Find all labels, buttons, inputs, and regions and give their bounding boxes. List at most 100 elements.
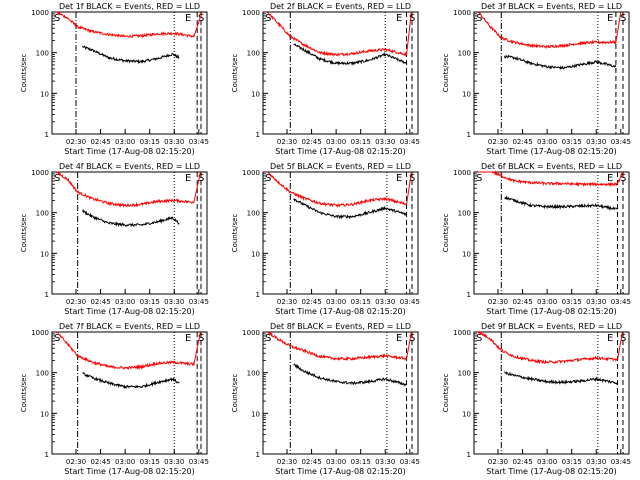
plot-frame <box>51 171 208 295</box>
x-tick-label: 02:30 <box>66 298 86 306</box>
x-tick-label: 02:30 <box>488 458 508 466</box>
y-axis-label: Counts/sec <box>20 54 28 93</box>
y-tick-label: 1000 <box>31 9 49 17</box>
lld-series-line <box>267 171 412 208</box>
corner-label-end: E <box>185 173 191 184</box>
events-series-line <box>82 208 180 228</box>
x-tick-label: 02:30 <box>277 458 297 466</box>
plot-frame <box>473 171 630 295</box>
x-tick-label: 03:45 <box>400 138 420 146</box>
events-series-line <box>82 371 180 390</box>
events-series-line <box>504 195 618 211</box>
x-tick-label: 03:30 <box>164 138 184 146</box>
x-tick-label: 03:45 <box>611 458 631 466</box>
corner-label-end: E <box>607 173 613 184</box>
x-tick-label: 02:45 <box>90 298 110 306</box>
corner-label-stop: S <box>409 173 415 184</box>
y-tick-label: 10 <box>462 90 471 98</box>
y-axis-label: Counts/sec <box>231 214 239 253</box>
y-tick-label: 10 <box>462 410 471 418</box>
x-tick-label: 03:15 <box>562 138 582 146</box>
y-tick-label: 1 <box>45 131 49 139</box>
x-tick-label: 03:30 <box>164 458 184 466</box>
x-tick-label: 02:30 <box>277 298 297 306</box>
x-tick-label: 02:45 <box>301 298 321 306</box>
y-tick-label: 1000 <box>242 169 260 177</box>
y-axis-label: Counts/sec <box>20 214 28 253</box>
y-tick-label: 1 <box>45 291 49 299</box>
y-axis-label: Counts/sec <box>442 214 450 253</box>
x-tick-label: 02:30 <box>488 298 508 306</box>
x-tick-label: 03:00 <box>537 298 557 306</box>
corner-label-stop: S <box>409 13 415 24</box>
x-tick-label: 03:15 <box>140 458 160 466</box>
x-tick-label: 02:45 <box>90 458 110 466</box>
corner-label-start: S <box>476 13 482 24</box>
x-tick-label: 03:00 <box>326 138 346 146</box>
y-tick-label: 1 <box>467 131 471 139</box>
x-tick-label: 03:15 <box>351 138 371 146</box>
x-tick-label: 03:00 <box>537 138 557 146</box>
panel-det-5f: Det 5f BLACK = Events, RED = LLD 1 10 100 10… <box>231 162 420 316</box>
y-tick-label: 1000 <box>242 9 260 17</box>
corner-label-end: E <box>396 333 402 344</box>
panel-title: Det 7f BLACK = Events, RED = LLD <box>59 322 200 331</box>
y-tick-label: 1000 <box>453 169 471 177</box>
events-series-line <box>504 371 618 386</box>
x-tick-label: 03:00 <box>537 458 557 466</box>
y-tick-label: 10 <box>462 250 471 258</box>
events-series-line <box>82 45 180 65</box>
x-axis-label: Start Time (17-Aug-08 02:15:20) <box>64 307 195 316</box>
x-tick-label: 02:30 <box>277 138 297 146</box>
lld-series-line <box>56 11 203 39</box>
x-tick-label: 03:45 <box>189 298 209 306</box>
x-tick-label: 02:45 <box>301 458 321 466</box>
y-tick-label: 10 <box>40 250 49 258</box>
corner-label-start: S <box>476 173 482 184</box>
x-tick-label: 02:30 <box>488 138 508 146</box>
x-tick-label: 03:30 <box>586 138 606 146</box>
panel-title: Det 1f BLACK = Events, RED = LLD <box>59 2 200 11</box>
y-tick-label: 10 <box>40 410 49 418</box>
y-tick-label: 1000 <box>242 329 260 337</box>
x-tick-label: 03:45 <box>400 458 420 466</box>
x-tick-label: 02:45 <box>301 138 321 146</box>
y-tick-label: 1 <box>256 131 260 139</box>
y-tick-label: 100 <box>458 50 471 58</box>
corner-label-end: E <box>607 333 613 344</box>
y-tick-label: 100 <box>36 50 49 58</box>
y-tick-label: 1000 <box>453 329 471 337</box>
panel-title: Det 2f BLACK = Events, RED = LLD <box>270 2 411 11</box>
panel-det-1f: Det 1f BLACK = Events, RED = LLD 1 10 100 10… <box>20 2 209 156</box>
corner-label-end: E <box>185 13 191 24</box>
events-series-line <box>293 198 407 220</box>
events-series-line <box>293 363 407 387</box>
x-tick-label: 03:30 <box>586 298 606 306</box>
x-tick-label: 03:15 <box>351 298 371 306</box>
lld-series-line <box>478 330 623 365</box>
x-axis-label: Start Time (17-Aug-08 02:15:20) <box>275 467 406 476</box>
x-tick-label: 02:45 <box>90 138 110 146</box>
x-axis-label: Start Time (17-Aug-08 02:15:20) <box>275 147 406 156</box>
x-tick-label: 03:15 <box>140 138 160 146</box>
x-tick-label: 03:00 <box>326 298 346 306</box>
panel-det-7f: Det 7f BLACK = Events, RED = LLD 1 10 100 10… <box>20 322 209 476</box>
corner-label-start: S <box>54 173 60 184</box>
x-tick-label: 03:45 <box>611 298 631 306</box>
corner-label-stop: S <box>198 173 204 184</box>
plot-frame <box>262 331 419 455</box>
y-axis-label: Counts/sec <box>231 54 239 93</box>
events-series-line <box>293 43 407 67</box>
corner-label-start: S <box>54 13 60 24</box>
y-tick-label: 1000 <box>31 329 49 337</box>
plot-frame <box>473 331 630 455</box>
y-tick-label: 100 <box>36 210 49 218</box>
x-tick-label: 03:00 <box>115 138 135 146</box>
y-tick-label: 10 <box>40 90 49 98</box>
lld-series-line <box>477 11 622 50</box>
lld-series-line <box>478 170 623 188</box>
x-tick-label: 03:00 <box>115 298 135 306</box>
events-series-line <box>504 54 617 71</box>
corner-label-start: S <box>54 333 60 344</box>
plot-frame <box>262 171 419 295</box>
